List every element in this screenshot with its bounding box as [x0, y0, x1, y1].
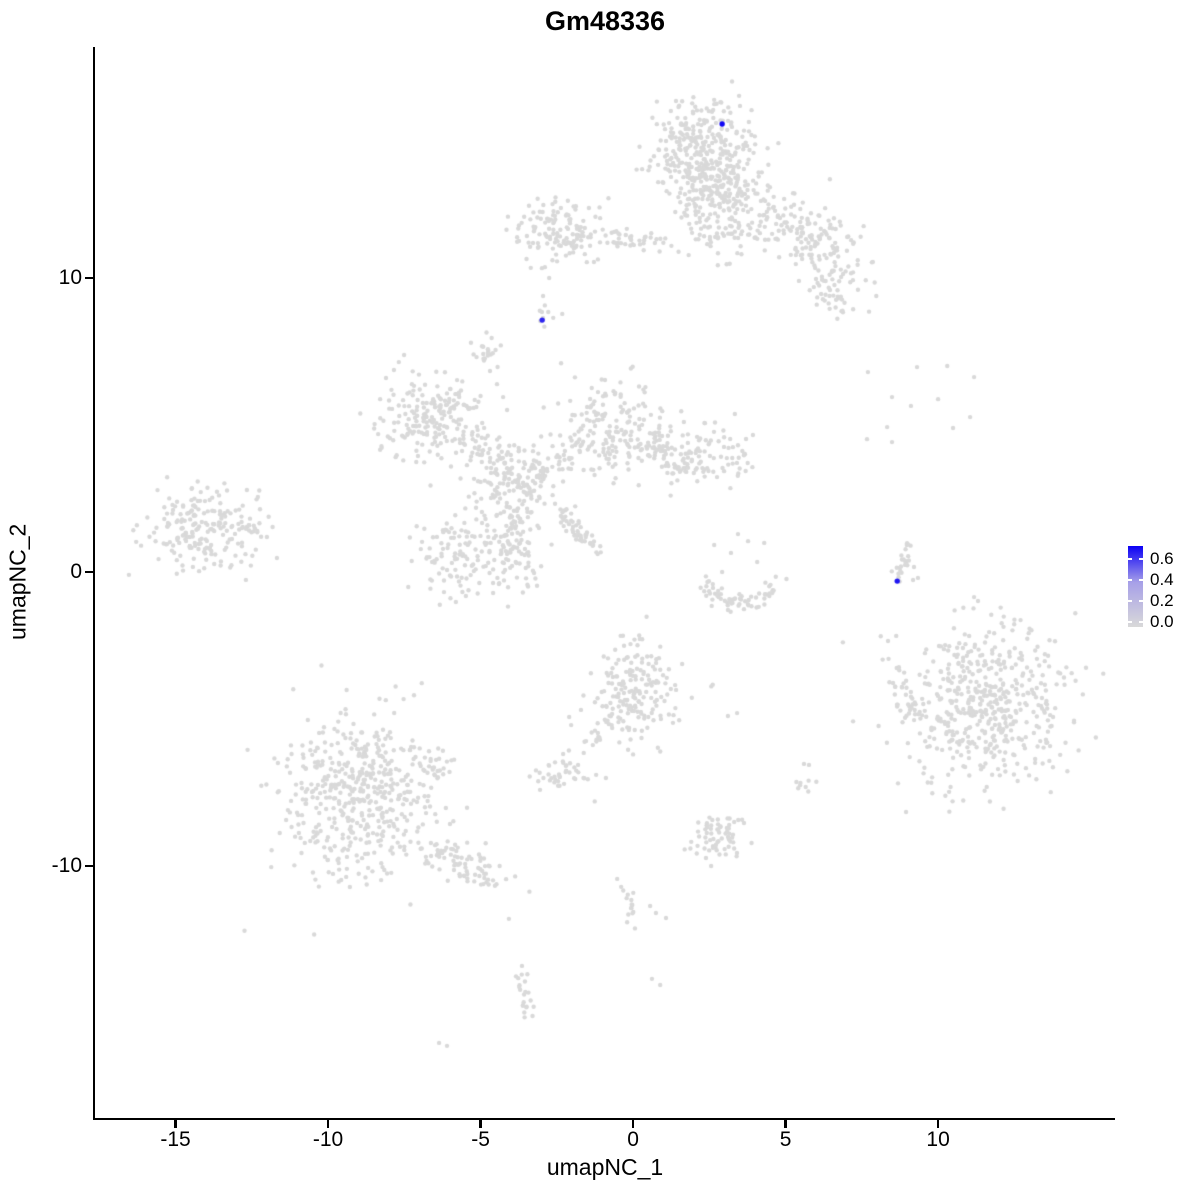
y-tick-label: 10: [58, 266, 82, 290]
colorbar-tick-label: 0.4: [1150, 569, 1174, 589]
x-tick-label: 0: [627, 1128, 639, 1151]
colorbar-tick: [1128, 599, 1132, 602]
scatter-points-canvas: [94, 47, 1115, 1117]
y-tick-label: -10: [51, 853, 82, 877]
colorbar-tick: [1128, 557, 1132, 560]
colorbar-tick: [1139, 578, 1143, 581]
x-tick-label: -15: [160, 1128, 191, 1151]
x-tick-label: 10: [926, 1128, 950, 1151]
plot-panel: [92, 47, 1115, 1120]
x-tick-mark: [631, 1119, 635, 1128]
x-tick-mark: [479, 1119, 482, 1128]
colorbar-tick-label: 0.0: [1150, 611, 1174, 631]
colorbar-tick-label: 0.6: [1150, 548, 1174, 568]
y-tick-mark: [84, 864, 93, 868]
y-tick-mark: [84, 276, 93, 280]
colorbar-tick-label: 0.2: [1150, 590, 1174, 610]
x-tick-label: -10: [312, 1128, 344, 1151]
x-tick-label: -5: [471, 1128, 490, 1151]
colorbar-tick: [1139, 620, 1143, 623]
colorbar-tick: [1139, 599, 1143, 602]
y-tick-label: 0: [70, 560, 82, 583]
plot-title: Gm48336: [544, 6, 666, 36]
x-tick-mark: [784, 1119, 787, 1128]
colorbar-gradient: [1128, 546, 1143, 627]
y-axis-title: umapNC_2: [4, 523, 31, 641]
colorbar-tick: [1139, 557, 1143, 560]
colorbar-tick: [1128, 578, 1132, 581]
x-tick-mark: [174, 1119, 177, 1128]
x-tick-mark: [326, 1119, 330, 1128]
x-axis-title: umapNC_1: [546, 1154, 664, 1180]
x-tick-mark: [936, 1119, 940, 1128]
colorbar-tick: [1128, 620, 1132, 623]
x-tick-label: 5: [779, 1128, 792, 1151]
y-tick-mark: [84, 570, 93, 574]
